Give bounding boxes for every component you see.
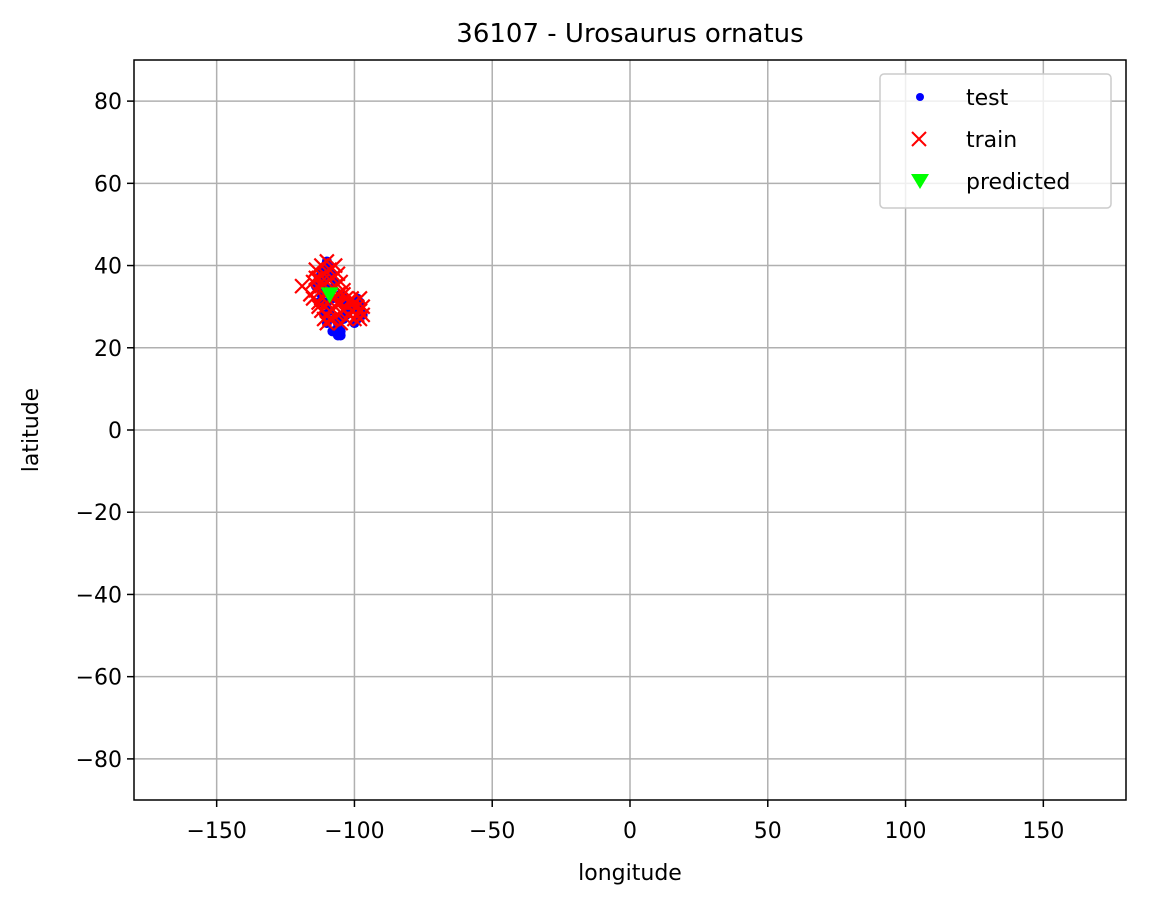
train-point (332, 274, 349, 290)
train-point (321, 311, 338, 327)
test-point (335, 330, 346, 341)
x-tick-label: 100 (885, 819, 927, 844)
train-point (308, 270, 324, 286)
x-tick-label: 50 (754, 819, 782, 844)
x-tick-label: −150 (186, 819, 246, 844)
legend: test train predicted (879, 73, 1112, 209)
legend-label-predicted: predicted (966, 170, 1070, 195)
y-tick-label: 20 (94, 337, 122, 362)
y-tick-label: −80 (76, 748, 122, 773)
y-tick-label: −40 (76, 583, 122, 608)
y-tick-label: 40 (94, 255, 122, 280)
x-tick-label: −100 (324, 819, 384, 844)
predicted-point (320, 287, 339, 304)
train-point (327, 257, 343, 274)
data-series (294, 253, 371, 341)
y-tick-label: −20 (76, 501, 122, 526)
train-point (335, 286, 352, 303)
legend-label-train: train (966, 128, 1017, 153)
y-tick-label: 0 (108, 419, 122, 444)
plot-area-frame (133, 59, 1127, 801)
x-tick-label: 0 (623, 819, 637, 844)
legend-label-test: test (966, 86, 1009, 111)
x-tick-label: −50 (469, 819, 515, 844)
series-predicted (320, 287, 339, 304)
grid (134, 60, 1126, 800)
legend-marker-train (911, 131, 927, 147)
train-point (330, 266, 346, 282)
x-axis-label: longitude (578, 861, 682, 886)
train-point (352, 290, 368, 307)
train-point (310, 298, 327, 315)
axis-ticks: −150 −100 −50 0 50 100 150 80 60 40 20 0 −20 −40 −60 −8… (76, 90, 1065, 844)
series-train (294, 253, 371, 331)
legend-box (879, 73, 1112, 209)
y-tick-label: 60 (94, 172, 122, 197)
y-tick-label: −60 (76, 666, 122, 691)
y-tick-label: 80 (94, 90, 122, 115)
legend-marker-predicted (911, 174, 929, 189)
y-axis-label: latitude (19, 388, 44, 472)
legend-marker-test (916, 93, 924, 101)
train-point (330, 294, 346, 311)
train-point (319, 253, 335, 270)
x-tick-label: 150 (1022, 819, 1064, 844)
train-point (352, 311, 368, 327)
chart-title: 36107 - Urosaurus ornatus (456, 19, 803, 49)
